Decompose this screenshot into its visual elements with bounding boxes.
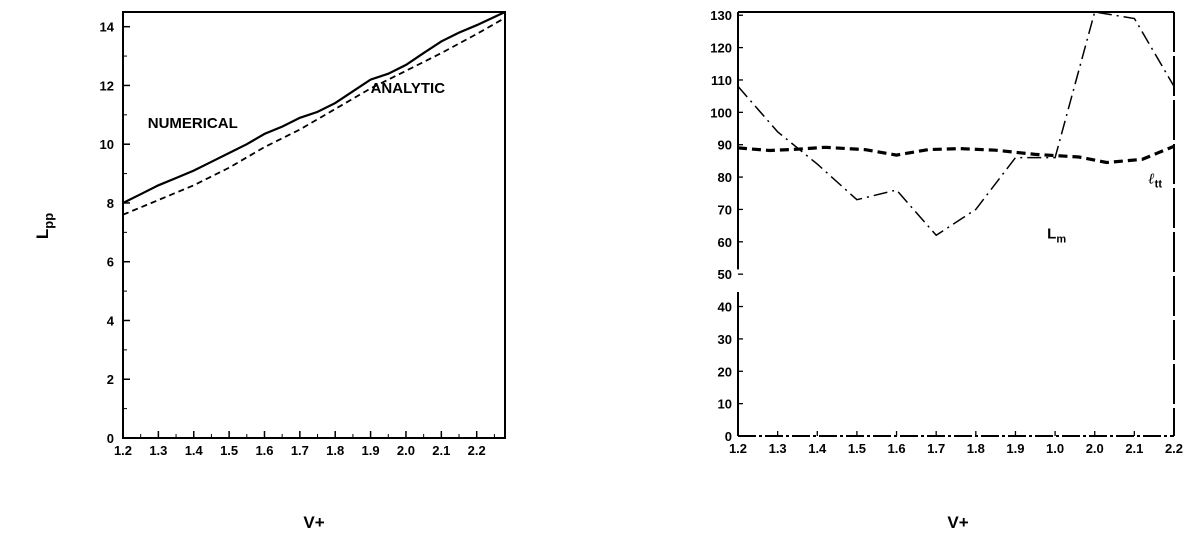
left-x-tick-label: 2.2 [468, 443, 486, 458]
right-annotation-lm: Lm [1047, 226, 1066, 246]
annotation-sub: m [1056, 234, 1066, 246]
right-x-tick-label: 1.6 [888, 441, 906, 456]
right-y-tick-label: 10 [718, 397, 732, 412]
right-y-tick-label: 120 [710, 41, 732, 56]
left-y-axis-label-main: L [33, 229, 52, 239]
left-x-tick-label: 1.9 [362, 443, 380, 458]
right-y-tick-label: 80 [718, 170, 732, 185]
right-y-tick-label: 50 [718, 267, 732, 282]
left-x-axis-label: V+ [303, 513, 324, 532]
right-x-tick-label: 1.7 [927, 441, 945, 456]
left-y-tick-label: 6 [107, 255, 114, 270]
right-y-tick-label: 40 [718, 300, 732, 315]
left-x-tick-label: 1.6 [255, 443, 273, 458]
right-chart: 1.2 1.3 1.4 1.5 1.6 1.7 1.8 1.9 1.0 2.0 2.1 2.2 0 10 2… [710, 8, 1183, 532]
right-series-lm [737, 11, 1175, 237]
right-x-tick-label: 1.5 [848, 441, 866, 456]
left-y-tick-label: 0 [107, 431, 114, 446]
right-y-tick-label: 90 [718, 138, 732, 153]
left-x-tick-label: 1.3 [149, 443, 167, 458]
left-x-tick-label: 1.8 [326, 443, 344, 458]
right-y-tick-label: 130 [710, 8, 732, 23]
left-annotation-numerical: NUMERICAL [148, 115, 238, 132]
right-y-tick-label: 70 [718, 202, 732, 217]
annotation-main: L [1047, 226, 1056, 243]
left-y-tick-label: 14 [100, 20, 115, 35]
right-x-tick-label: 1.2 [729, 441, 747, 456]
right-y-tick-label: 100 [710, 105, 732, 120]
left-annotation-analytic: ANALYTIC [371, 80, 446, 97]
left-x-tick-label: 2.0 [397, 443, 415, 458]
right-series-ltt [737, 144, 1175, 165]
right-y-tick-label: 60 [718, 235, 732, 250]
left-y-axis-label: Lpp [33, 213, 56, 239]
left-y-tick-label: 4 [107, 313, 115, 328]
left-y-tick-label: 12 [100, 78, 114, 93]
left-x-tick-label: 1.4 [185, 443, 204, 458]
left-series-analytic [122, 17, 506, 216]
left-plot-frame [122, 11, 506, 439]
right-y-tick-label: 110 [711, 73, 732, 88]
left-series-numerical [122, 11, 506, 204]
right-y-tick-label: 0 [725, 429, 732, 444]
right-annotation-ltt: ℓtt [1148, 170, 1162, 191]
annotation-main: ℓ [1148, 170, 1154, 188]
left-y-axis-label-sub: pp [41, 213, 56, 229]
right-x-tick-label: 1.0 [1046, 441, 1064, 456]
right-x-tick-label: 1.9 [1006, 441, 1024, 456]
left-chart: 1.2 1.3 1.4 1.5 1.6 1.7 1.8 1.9 2.0 2.1 2.2 0 2 4 6 8 10… [33, 11, 506, 532]
annotation-sub: tt [1155, 179, 1163, 191]
right-x-tick-label: 1.8 [967, 441, 985, 456]
right-x-tick-label: 1.4 [808, 441, 827, 456]
left-x-tick-label: 1.7 [291, 443, 309, 458]
right-y-tick-label: 30 [718, 332, 732, 347]
left-x-tick-label: 1.2 [114, 443, 132, 458]
right-x-tick-label: 2.2 [1165, 441, 1183, 456]
left-y-tick-label: 8 [107, 196, 114, 211]
left-x-tick-label: 2.1 [432, 443, 450, 458]
left-x-tick-label: 1.5 [220, 443, 238, 458]
right-x-tick-label: 2.1 [1125, 441, 1143, 456]
right-x-tick-label: 2.0 [1086, 441, 1104, 456]
left-y-tick-label: 10 [100, 137, 114, 152]
left-y-tick-label: 2 [107, 372, 114, 387]
right-y-tick-label: 20 [718, 364, 732, 379]
right-x-axis-label: V+ [947, 513, 968, 532]
right-x-tick-label: 1.3 [769, 441, 787, 456]
